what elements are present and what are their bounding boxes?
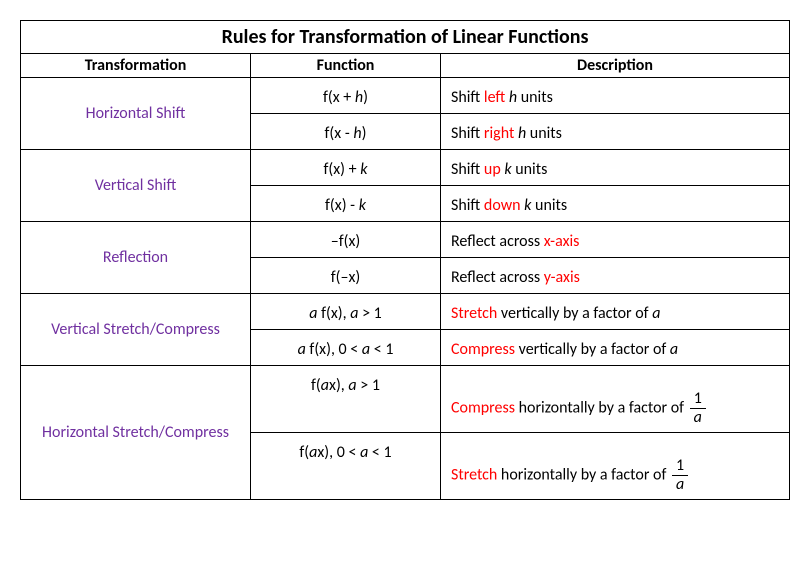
description-cell: Compress horizontally by a factor of 1a — [441, 366, 790, 433]
transformation-rules-table: Rules for Transformation of Linear Funct… — [20, 20, 790, 500]
table-row: Vertical Shift f(x) + k Shift up k units — [21, 150, 790, 186]
description-cell: Reflect across y-axis — [441, 258, 790, 294]
function-cell: a f(x), a > 1 — [251, 294, 441, 330]
function-cell: f(ax), 0 < a < 1 — [251, 433, 441, 500]
function-cell: f(ax), a > 1 — [251, 366, 441, 433]
title-row: Rules for Transformation of Linear Funct… — [21, 21, 790, 54]
header-transformation: Transformation — [21, 54, 251, 78]
transformation-label: Horizontal Shift — [21, 78, 251, 150]
function-cell: f(–x) — [251, 258, 441, 294]
table-row: Reflection –f(x) Reflect across x-axis — [21, 222, 790, 258]
header-row: Transformation Function Description — [21, 54, 790, 78]
description-cell: Shift right h units — [441, 114, 790, 150]
description-cell: Shift down k units — [441, 186, 790, 222]
description-cell: Shift up k units — [441, 150, 790, 186]
transformation-label: Horizontal Stretch/Compress — [21, 366, 251, 500]
function-cell: f(x) + k — [251, 150, 441, 186]
function-cell: –f(x) — [251, 222, 441, 258]
function-cell: f(x + h) — [251, 78, 441, 114]
fraction: 1a — [672, 458, 688, 493]
transformation-label: Vertical Stretch/Compress — [21, 294, 251, 366]
description-cell: Shift left h units — [441, 78, 790, 114]
description-cell: Stretch horizontally by a factor of 1a — [441, 433, 790, 500]
fraction: 1a — [690, 391, 706, 426]
description-cell: Stretch vertically by a factor of a — [441, 294, 790, 330]
table-row: Horizontal Shift f(x + h) Shift left h u… — [21, 78, 790, 114]
table-row: Vertical Stretch/Compress a f(x), a > 1 … — [21, 294, 790, 330]
description-cell: Reflect across x-axis — [441, 222, 790, 258]
transformation-label: Vertical Shift — [21, 150, 251, 222]
header-function: Function — [251, 54, 441, 78]
table-row: Horizontal Stretch/Compress f(ax), a > 1… — [21, 366, 790, 433]
table-title: Rules for Transformation of Linear Funct… — [21, 21, 790, 54]
function-cell: f(x - h) — [251, 114, 441, 150]
function-cell: a f(x), 0 < a < 1 — [251, 330, 441, 366]
transformation-label: Reflection — [21, 222, 251, 294]
function-cell: f(x) - k — [251, 186, 441, 222]
header-description: Description — [441, 54, 790, 78]
description-cell: Compress vertically by a factor of a — [441, 330, 790, 366]
